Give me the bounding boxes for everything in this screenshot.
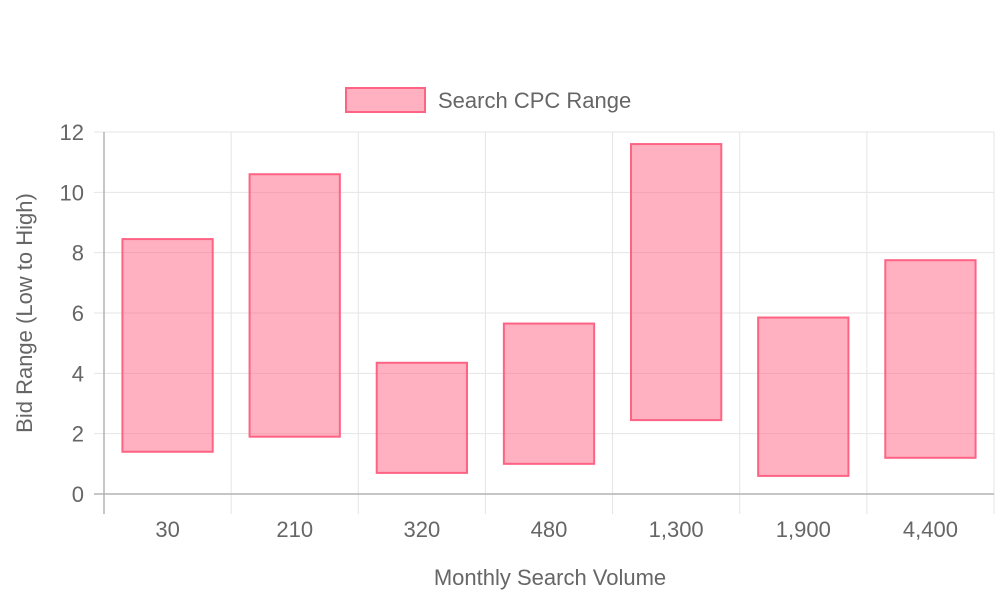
range-bar[interactable] — [502, 322, 596, 465]
range-bar[interactable] — [630, 143, 723, 422]
x-tick-label: 480 — [531, 517, 568, 542]
y-axis-title: Bid Range (Low to High) — [12, 193, 37, 433]
x-axis-title: Monthly Search Volume — [434, 565, 666, 590]
range-bar[interactable] — [884, 259, 977, 459]
x-tick-label: 1,300 — [649, 517, 704, 542]
y-tick-label: 12 — [60, 120, 84, 145]
x-tick-label: 320 — [403, 517, 440, 542]
y-tick-label: 0 — [72, 482, 84, 507]
y-tick-label: 8 — [72, 241, 84, 266]
legend[interactable]: Search CPC Range — [345, 87, 631, 113]
y-tick-label: 10 — [60, 180, 84, 205]
x-tick-label: 4,400 — [903, 517, 958, 542]
range-bar[interactable] — [121, 238, 214, 453]
range-bar[interactable] — [757, 316, 850, 477]
x-tick-label: 1,900 — [776, 517, 831, 542]
grid-lines — [94, 131, 995, 514]
y-tick-label: 2 — [72, 422, 84, 447]
bars — [121, 143, 977, 477]
legend-swatch — [345, 87, 426, 113]
legend-label: Search CPC Range — [438, 88, 631, 113]
y-tick-label: 4 — [72, 361, 84, 386]
x-tick-label: 30 — [155, 517, 179, 542]
axes — [94, 132, 994, 514]
range-bar[interactable] — [248, 173, 341, 438]
y-tick-label: 6 — [72, 301, 84, 326]
range-bar[interactable] — [375, 361, 468, 474]
tick-labels: 0 2 4 6 8 10 12 30 210 320 480 1,300 1,900 4,400 — [60, 120, 958, 542]
x-tick-label: 210 — [276, 517, 313, 542]
